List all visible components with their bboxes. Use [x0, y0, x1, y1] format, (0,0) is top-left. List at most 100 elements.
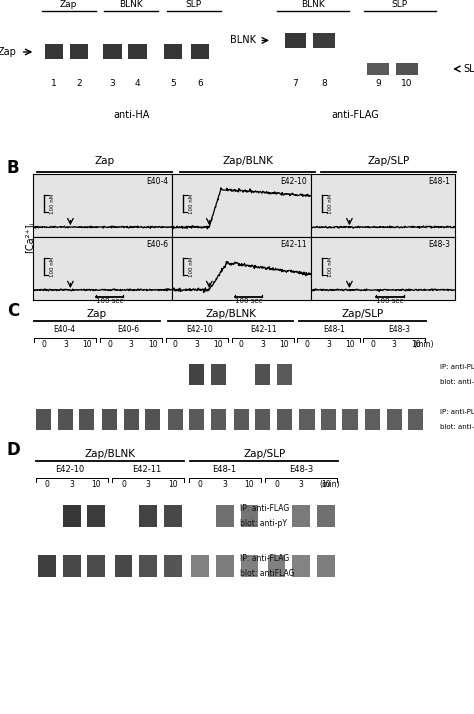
- Text: 10: 10: [411, 341, 420, 349]
- Bar: [139, 506, 157, 527]
- Bar: [164, 506, 182, 527]
- Bar: [365, 409, 380, 430]
- Text: 10: 10: [280, 341, 289, 349]
- Bar: [45, 44, 64, 59]
- Text: Zap: Zap: [95, 156, 115, 166]
- Bar: [241, 555, 258, 577]
- Text: 100 nM: 100 nM: [189, 193, 194, 214]
- Text: 10: 10: [168, 481, 178, 489]
- Bar: [63, 555, 81, 577]
- Text: E42-10: E42-10: [280, 177, 307, 186]
- Bar: [164, 44, 182, 59]
- Bar: [211, 409, 226, 430]
- Text: IP: anti-FLAG: IP: anti-FLAG: [239, 554, 289, 563]
- Text: (min): (min): [319, 481, 340, 489]
- Text: E42-11: E42-11: [133, 466, 162, 474]
- Text: E40-6: E40-6: [146, 240, 168, 249]
- Bar: [79, 409, 94, 430]
- Text: 0: 0: [370, 341, 375, 349]
- Text: BLNK: BLNK: [230, 36, 256, 46]
- Text: 100 nM: 100 nM: [50, 193, 55, 214]
- Bar: [255, 409, 270, 430]
- Text: E48-3: E48-3: [289, 466, 313, 474]
- Bar: [211, 364, 226, 385]
- Text: 2: 2: [76, 79, 82, 89]
- Text: E48-3: E48-3: [388, 326, 410, 334]
- Text: Zap/BLNK: Zap/BLNK: [85, 449, 136, 459]
- Text: 9: 9: [375, 79, 381, 89]
- Bar: [128, 44, 147, 59]
- Bar: [343, 409, 357, 430]
- Text: E40-4: E40-4: [146, 177, 168, 186]
- Bar: [70, 44, 89, 59]
- Text: 5: 5: [170, 79, 176, 89]
- Text: 0: 0: [45, 481, 49, 489]
- Text: E42-11: E42-11: [250, 326, 277, 334]
- Bar: [387, 409, 401, 430]
- Text: 10: 10: [321, 481, 331, 489]
- Bar: [191, 44, 210, 59]
- Text: anti-FLAG: anti-FLAG: [331, 109, 379, 120]
- Text: 3: 3: [128, 341, 134, 349]
- Text: B: B: [7, 159, 19, 177]
- Text: 3: 3: [326, 341, 331, 349]
- Text: E42-10: E42-10: [187, 326, 213, 334]
- Text: Zap/SLP: Zap/SLP: [367, 156, 410, 166]
- Text: [Ca²⁺]ᵢ: [Ca²⁺]ᵢ: [24, 221, 34, 253]
- Text: 3: 3: [222, 481, 227, 489]
- Text: blot: anti-pY: blot: anti-pY: [239, 519, 287, 528]
- Bar: [191, 555, 209, 577]
- Bar: [317, 555, 335, 577]
- Text: 0: 0: [121, 481, 126, 489]
- Bar: [63, 506, 81, 527]
- Text: Zap/
BLNK: Zap/ BLNK: [119, 0, 143, 9]
- Bar: [216, 555, 234, 577]
- Bar: [139, 555, 157, 577]
- Bar: [396, 63, 418, 75]
- Text: E42-10: E42-10: [55, 466, 85, 474]
- Bar: [241, 506, 258, 527]
- Text: E40-6: E40-6: [117, 326, 139, 334]
- Text: Zap/
SLP: Zap/ SLP: [390, 0, 410, 9]
- Text: Zap/BLNK: Zap/BLNK: [205, 309, 256, 319]
- Text: 4: 4: [135, 79, 140, 89]
- Text: 10: 10: [213, 341, 223, 349]
- Text: 10: 10: [82, 341, 91, 349]
- Bar: [103, 44, 122, 59]
- Bar: [88, 555, 105, 577]
- Text: E40-4: E40-4: [54, 326, 76, 334]
- Bar: [292, 506, 310, 527]
- Text: IP: anti-PLC-γ2: IP: anti-PLC-γ2: [440, 409, 474, 416]
- Text: 3: 3: [69, 481, 74, 489]
- Text: SLP: SLP: [463, 64, 474, 74]
- Text: D: D: [7, 441, 20, 459]
- Bar: [38, 555, 56, 577]
- Text: 100 sec: 100 sec: [235, 298, 262, 304]
- Bar: [189, 364, 204, 385]
- Bar: [321, 409, 336, 430]
- Text: 7: 7: [292, 79, 298, 89]
- Text: 0: 0: [173, 341, 178, 349]
- Text: E48-1: E48-1: [428, 177, 450, 186]
- Text: IP: anti-PLC-γ2: IP: anti-PLC-γ2: [440, 364, 474, 371]
- Text: 3: 3: [299, 481, 304, 489]
- Bar: [317, 506, 335, 527]
- Text: C: C: [7, 301, 19, 320]
- Text: Zap: Zap: [0, 47, 17, 57]
- Text: Zap: Zap: [87, 309, 107, 319]
- Bar: [367, 63, 389, 75]
- Text: Zap/
SLP: Zap/ SLP: [183, 0, 204, 9]
- Text: 100 nM: 100 nM: [328, 193, 333, 214]
- Bar: [164, 555, 182, 577]
- Text: 6: 6: [197, 79, 203, 89]
- Text: E48-1: E48-1: [324, 326, 346, 334]
- Text: 0: 0: [274, 481, 279, 489]
- Text: 10: 10: [148, 341, 157, 349]
- Bar: [88, 506, 105, 527]
- Text: 3: 3: [146, 481, 151, 489]
- Text: 0: 0: [239, 341, 244, 349]
- Bar: [284, 33, 306, 48]
- Text: 10: 10: [91, 481, 101, 489]
- Text: 10: 10: [345, 341, 355, 349]
- Text: E42-11: E42-11: [280, 240, 307, 249]
